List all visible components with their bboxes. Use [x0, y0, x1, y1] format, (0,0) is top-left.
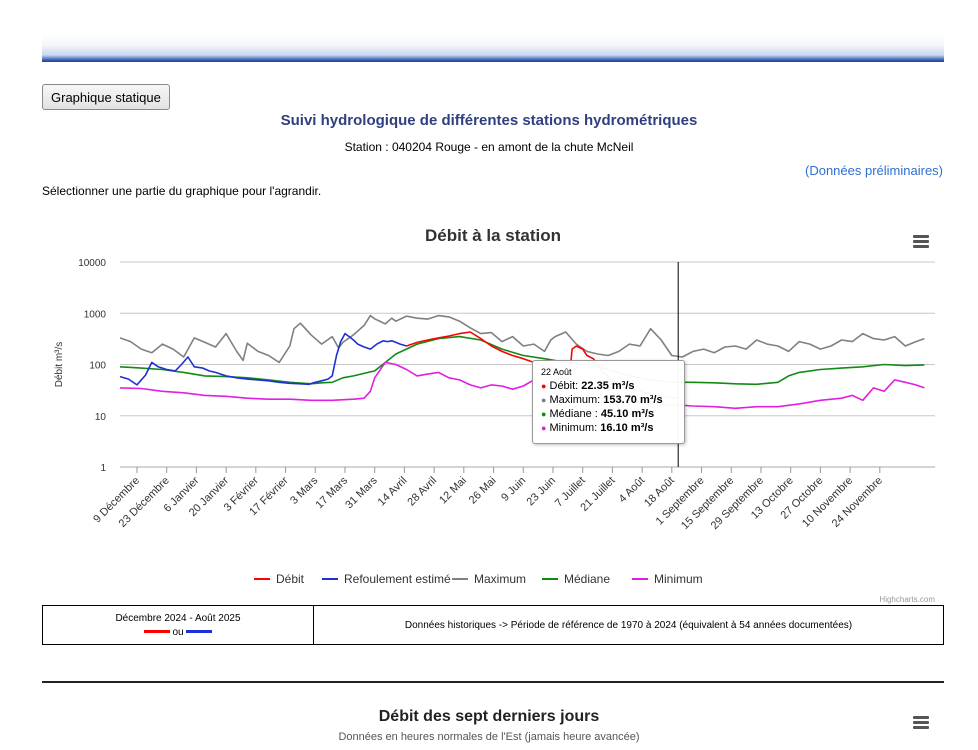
y-tick-label: 1000 — [84, 309, 107, 320]
legend-item[interactable]: Maximum — [474, 572, 526, 586]
y-tick-label: 10000 — [78, 258, 106, 269]
historical-cell: Données historiques -> Période de référe… — [313, 605, 944, 645]
page-title: Suivi hydrologique de différentes statio… — [280, 112, 698, 129]
section2-title: Débit des sept derniers jours — [378, 708, 600, 725]
tooltip-row-minimum: ● Minimum: 16.10 m³/s — [541, 422, 654, 434]
preliminary-data-label: (Données préliminaires) — [805, 163, 943, 178]
series-line-refoulement — [119, 332, 407, 386]
x-tick-label: 23 Juin — [525, 475, 559, 509]
series-line-maximum — [119, 314, 925, 364]
x-tick-label: 14 Avril — [376, 475, 410, 509]
legend-item[interactable]: Refoulement estimé — [344, 572, 451, 586]
chart-credit: Highcharts.com — [879, 595, 935, 604]
tooltip-row-mediane: ● Médiane : 45.10 m³/s — [541, 408, 655, 420]
x-tick-label: 26 Mai — [467, 475, 499, 507]
x-tick-label: 12 Mai — [437, 475, 469, 507]
y-tick-label: 10 — [95, 412, 107, 423]
chart-menu-icon[interactable] — [913, 235, 929, 248]
chart-tooltip: 22 Août ● Débit: 22.35 m³/s ● Maximum: 1… — [532, 360, 685, 444]
legend-item[interactable]: Débit — [276, 572, 305, 586]
series-line-mediane — [119, 335, 925, 386]
tooltip-row-maximum: ● Maximum: 153.70 m³/s — [541, 394, 663, 406]
station-name: Station : 040204 Rouge - en amont de la … — [344, 140, 634, 154]
section2-subtitle: Données en heures normales de l'Est (jam… — [338, 731, 640, 743]
chart-title: Débit à la station — [425, 226, 561, 245]
series-line-minimum — [119, 361, 925, 410]
legend-item[interactable]: Minimum — [654, 572, 703, 586]
y-tick-label: 100 — [89, 361, 106, 372]
legend-item[interactable]: Médiane — [564, 572, 610, 586]
period-label: Décembre 2024 - Août 2025 — [115, 612, 241, 624]
x-tick-label: 28 Avril — [405, 475, 439, 509]
header-banner — [42, 34, 944, 62]
static-chart-button[interactable]: Graphique statique — [42, 84, 170, 110]
period-legend-table: Décembre 2024 - Août 2025 ou Données his… — [42, 605, 944, 645]
refoulement-line-sample — [186, 630, 213, 634]
or-label: ou — [172, 626, 184, 638]
section-divider — [42, 681, 944, 683]
debit-line-sample — [143, 630, 170, 634]
x-tick-label: 31 Mars — [343, 474, 380, 511]
tooltip-row-debit: ● Débit: 22.35 m³/s — [541, 380, 635, 392]
tooltip-date: 22 Août — [541, 367, 572, 377]
section2-menu-icon[interactable] — [913, 716, 929, 729]
y-axis-label: Débit m³/s — [54, 342, 65, 388]
flow-chart[interactable]: Débit à la station Débit m³/s 10000 1000 100… — [42, 215, 944, 605]
period-lines: ou — [43, 627, 313, 638]
historical-label: Données historiques -> Période de référe… — [404, 619, 853, 631]
y-tick-label: 1 — [100, 463, 106, 474]
zoom-instruction: Sélectionner une partie du graphique pou… — [42, 184, 322, 198]
period-cell: Décembre 2024 - Août 2025 ou — [42, 605, 314, 645]
